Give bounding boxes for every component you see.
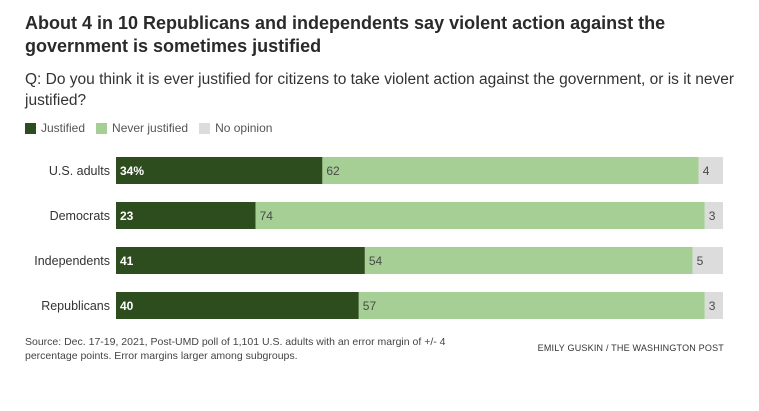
legend-swatch-no-opinion	[199, 122, 211, 134]
data-label: 74	[260, 209, 274, 223]
bar-segment	[692, 247, 723, 274]
credit-line: EMILY GUSKIN / THE WASHINGTON POST	[537, 343, 724, 353]
category-label: Democrats	[50, 209, 110, 223]
data-label: 34%	[120, 164, 144, 178]
data-label: 41	[120, 254, 134, 268]
legend-swatch-never-justified	[96, 122, 108, 134]
bar-segment	[704, 292, 723, 319]
chart-title: About 4 in 10 Republicans and independen…	[25, 13, 666, 56]
bar-segment	[322, 157, 699, 184]
data-label: 3	[709, 209, 716, 223]
bar-segment	[116, 157, 323, 184]
legend-label-never-justified: Never justified	[112, 121, 189, 135]
category-label: Independents	[34, 254, 110, 268]
bar-segment	[116, 292, 359, 319]
legend-swatch-justified	[25, 122, 36, 134]
data-label: 4	[703, 164, 710, 178]
legend-item-justified: Justified	[25, 121, 85, 135]
data-label: 54	[369, 254, 383, 268]
bar-segment	[358, 292, 705, 319]
bar-segment	[704, 202, 723, 229]
source-note: Source: Dec. 17-19, 2021, Post-UMD poll …	[25, 336, 446, 362]
data-label: 23	[120, 209, 134, 223]
bar-segment	[116, 202, 256, 229]
data-label: 62	[326, 164, 340, 178]
stacked-bar-chart: U.S. adults 34% 62 4 Democrats 23 74 3 Independe…	[34, 157, 723, 319]
bar-segment	[698, 157, 723, 184]
legend-label-justified: Justified	[41, 121, 86, 135]
legend-item-no-opinion: No opinion	[199, 121, 272, 135]
bar-segment	[116, 247, 365, 274]
legend-label-no-opinion: No opinion	[215, 121, 273, 135]
legend-item-never-justified: Never justified	[96, 121, 188, 135]
data-label: 40	[120, 299, 134, 313]
bar-segment	[364, 247, 693, 274]
legend: Justified Never justified No opinion	[25, 121, 283, 135]
category-label: U.S. adults	[49, 164, 110, 178]
data-label: 5	[697, 254, 704, 268]
data-label: 57	[363, 299, 377, 313]
bar-segment	[255, 202, 705, 229]
category-label: Republicans	[41, 299, 110, 313]
survey-question: Q: Do you think it is ever justified for…	[25, 71, 735, 109]
data-label: 3	[709, 299, 716, 313]
